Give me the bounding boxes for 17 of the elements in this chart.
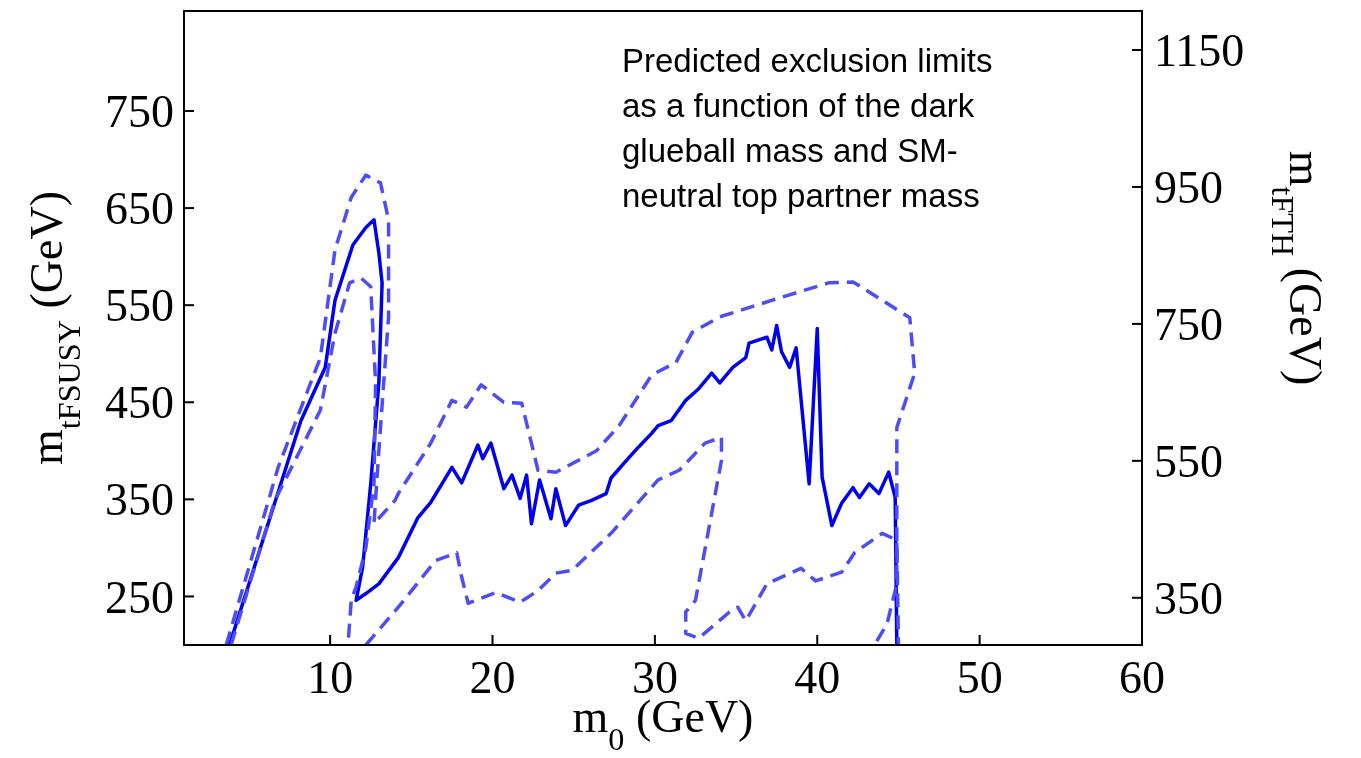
y2-tick-label: 550 [1154, 435, 1223, 487]
y-tick-label: 450 [105, 377, 174, 429]
y-tick-label: 750 [105, 86, 174, 138]
x-tick-label: 20 [469, 652, 516, 703]
y-tick-label: 350 [105, 474, 174, 526]
y-tick-label: 250 [105, 571, 174, 623]
y2-tick-label: 350 [1154, 572, 1223, 624]
y2-tick-label: 1150 [1154, 25, 1245, 77]
annotation: Predicted exclusion limits as a function of the dark glueball mass and SM-neutral top partner mass [622, 42, 993, 214]
y-tick-label: 550 [105, 280, 174, 332]
y2-tick-label: 750 [1154, 298, 1223, 350]
x-tick-label: 10 [307, 652, 354, 703]
y2-tick-label: 950 [1154, 162, 1223, 214]
x-tick-label: 60 [1119, 652, 1165, 703]
x-tick-label: 40 [794, 652, 841, 703]
y-tick-label: 650 [105, 183, 174, 235]
x-tick-label: 50 [956, 652, 1003, 703]
